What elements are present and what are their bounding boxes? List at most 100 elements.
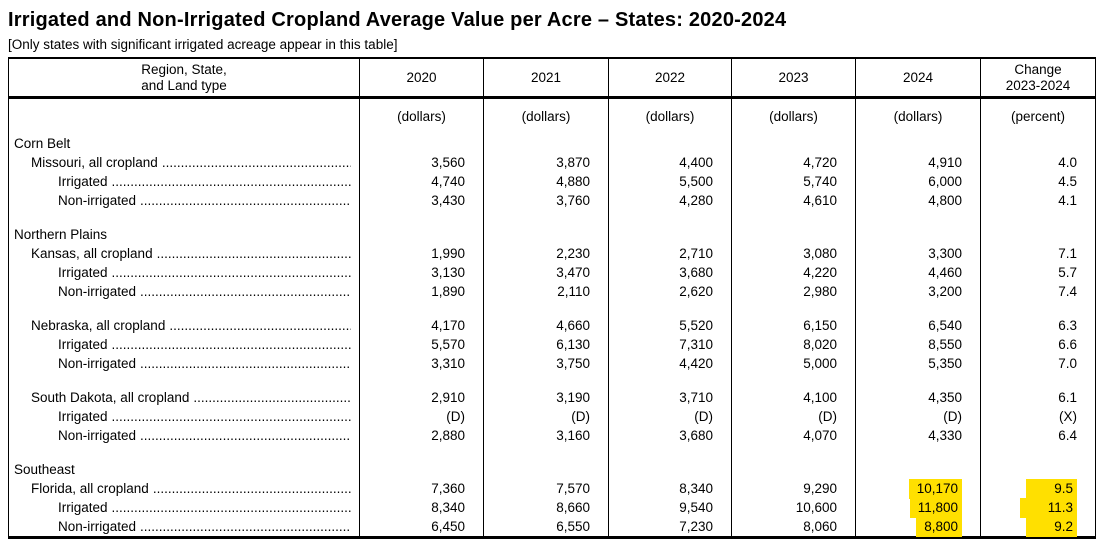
cell-value: 3,200 xyxy=(928,284,962,299)
row-label-cell: Irrigated xyxy=(9,335,359,354)
value-cell xyxy=(608,445,731,460)
column-header-2022: 2022 xyxy=(608,59,731,96)
table-row: Florida, all cropland 7,360 7,570 8,340 9,29… xyxy=(9,479,1095,499)
value-cell: 2,910 xyxy=(359,388,483,407)
value-cell: 7,570 xyxy=(483,479,608,499)
value-cell xyxy=(980,210,1095,225)
table-row: Non-irrigated 6,450 6,550 7,230 8,060 8,800 9.… xyxy=(9,517,1095,537)
cell-value: 3,680 xyxy=(679,265,713,280)
value-cell: 8,020 xyxy=(731,335,855,354)
leader-dots xyxy=(157,244,351,263)
cell-value: 5,350 xyxy=(928,356,962,371)
value-cell xyxy=(483,460,608,479)
row-label-cell xyxy=(9,445,359,460)
value-cell xyxy=(359,134,483,153)
value-cell xyxy=(483,373,608,388)
value-cell: 4,100 xyxy=(731,388,855,407)
value-cell: 5,520 xyxy=(608,316,731,335)
value-cell: 6,150 xyxy=(731,316,855,335)
value-cell: 3,680 xyxy=(608,263,731,282)
value-cell xyxy=(731,445,855,460)
value-cell xyxy=(483,210,608,225)
cell-value: (D) xyxy=(694,409,713,424)
row-label: Non-irrigated xyxy=(58,428,137,443)
value-cell xyxy=(359,445,483,460)
cell-value: 6,150 xyxy=(803,318,837,333)
value-cell: 3,750 xyxy=(483,354,608,373)
row-label-cell: Non-irrigated xyxy=(9,354,359,373)
value-cell: 10,170 xyxy=(855,479,980,499)
value-cell: (D) xyxy=(608,407,731,426)
value-cell: 8,800 xyxy=(855,517,980,537)
row-label: Irrigated xyxy=(58,409,108,424)
value-cell: 9.2 xyxy=(980,517,1095,537)
row-label: Irrigated xyxy=(58,500,108,515)
unit-label-2023: (dollars) xyxy=(731,99,855,134)
value-cell: 3,680 xyxy=(608,426,731,445)
column-header-2024: 2024 xyxy=(855,59,980,96)
cell-value: 3,710 xyxy=(679,390,713,405)
row-label-cell: Non-irrigated xyxy=(9,517,359,537)
value-cell: 3,430 xyxy=(359,191,483,210)
value-cell: 5,570 xyxy=(359,335,483,354)
column-header-2020: 2020 xyxy=(359,59,483,96)
value-cell: 4,460 xyxy=(855,263,980,282)
row-label: Missouri, all cropland xyxy=(31,155,158,170)
value-cell: 5,500 xyxy=(608,172,731,191)
value-cell xyxy=(980,134,1095,153)
cell-value: 4,280 xyxy=(679,193,713,208)
cell-value: 8,660 xyxy=(556,500,590,515)
leader-dots xyxy=(112,335,351,354)
cell-value: 4.1 xyxy=(1058,193,1077,208)
cell-value: (D) xyxy=(446,409,465,424)
value-cell: (D) xyxy=(483,407,608,426)
column-header-2021: 2021 xyxy=(483,59,608,96)
row-label: Florida, all cropland xyxy=(31,481,149,496)
value-cell: 7.4 xyxy=(980,282,1095,301)
value-cell xyxy=(855,210,980,225)
cell-value: 3,130 xyxy=(431,265,465,280)
value-cell: 3,160 xyxy=(483,426,608,445)
row-label: Irrigated xyxy=(58,337,108,352)
cell-value: 4,100 xyxy=(803,390,837,405)
value-cell: 9.5 xyxy=(980,479,1095,499)
row-label: Non-irrigated xyxy=(58,284,137,299)
table-row: Irrigated 4,740 4,880 5,500 5,740 6,000 4.5 xyxy=(9,172,1095,191)
unit-label-2022: (dollars) xyxy=(608,99,731,134)
row-label-cell: Northern Plains xyxy=(9,225,359,244)
value-cell xyxy=(608,301,731,316)
value-cell: 4,740 xyxy=(359,172,483,191)
value-cell xyxy=(980,460,1095,479)
cell-value: 4,350 xyxy=(928,390,962,405)
value-cell: 11,800 xyxy=(855,498,980,518)
row-label-cell: Kansas, all cropland xyxy=(9,244,359,263)
table-row: Irrigated 5,570 6,130 7,310 8,020 8,550 6.6 xyxy=(9,335,1095,354)
value-cell xyxy=(731,301,855,316)
cell-value: 4,460 xyxy=(928,265,962,280)
region-label: Southeast xyxy=(14,462,75,477)
cell-value: 3,870 xyxy=(556,155,590,170)
value-cell: 5.7 xyxy=(980,263,1095,282)
value-cell xyxy=(855,445,980,460)
cell-value: 3,160 xyxy=(556,428,590,443)
value-cell: 4,070 xyxy=(731,426,855,445)
value-cell: 4,720 xyxy=(731,153,855,172)
group-row: Southeast xyxy=(9,460,1095,479)
cell-value: 9,540 xyxy=(679,500,713,515)
cell-value: 5,520 xyxy=(679,318,713,333)
value-cell xyxy=(359,373,483,388)
row-label-cell: Missouri, all cropland xyxy=(9,153,359,172)
leader-dots xyxy=(162,153,351,172)
table-row: Kansas, all cropland 1,990 2,230 2,710 3,080… xyxy=(9,244,1095,263)
row-label-cell: Southeast xyxy=(9,460,359,479)
value-cell: 4,660 xyxy=(483,316,608,335)
value-cell xyxy=(359,225,483,244)
value-cell: 7.0 xyxy=(980,354,1095,373)
cell-value: 4,720 xyxy=(803,155,837,170)
value-cell: 2,230 xyxy=(483,244,608,263)
value-cell: 2,110 xyxy=(483,282,608,301)
value-cell xyxy=(980,225,1095,244)
cell-value: 8,550 xyxy=(928,337,962,352)
cell-value: 4,660 xyxy=(556,318,590,333)
